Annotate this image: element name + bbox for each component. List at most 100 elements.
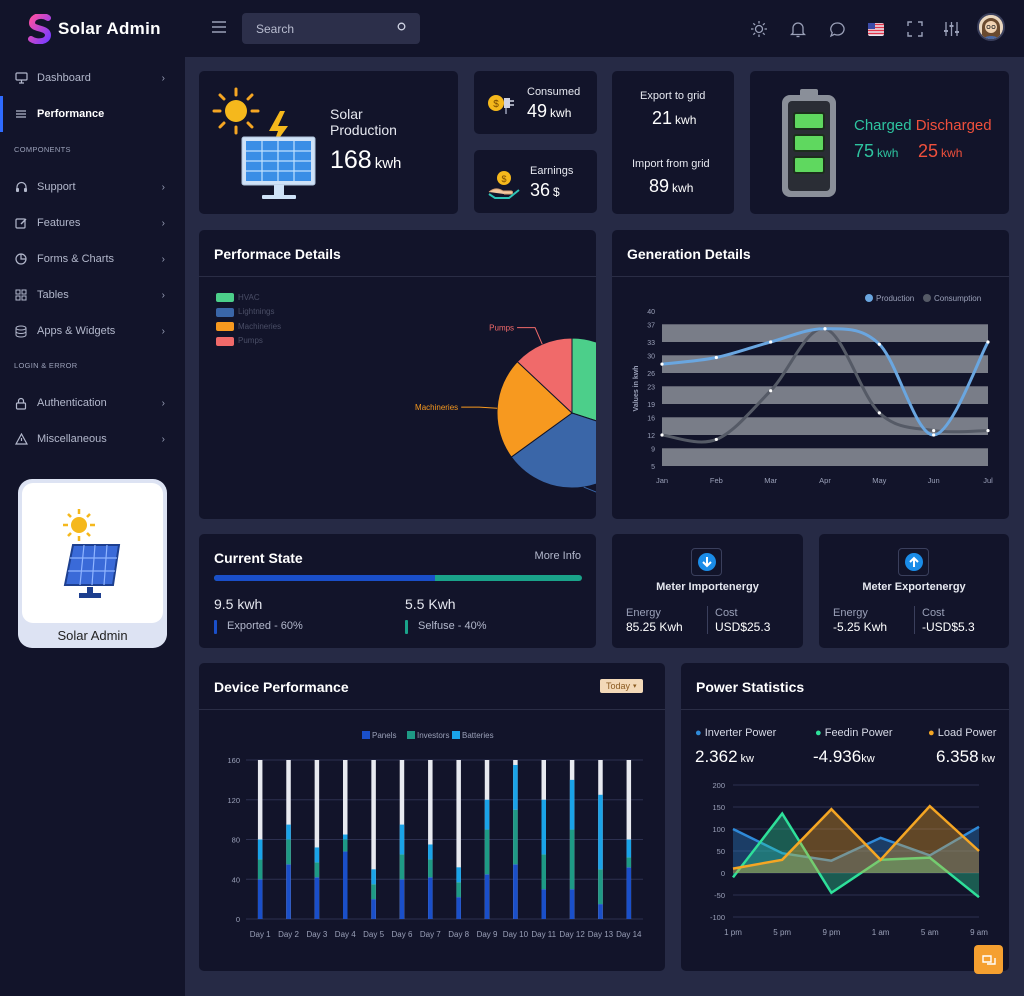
bar-segment <box>314 862 320 878</box>
exported-marker <box>214 620 217 634</box>
sidebar-item-miscellaneous[interactable]: Miscellaneous › <box>0 427 185 451</box>
menu-lines-icon <box>14 107 28 121</box>
data-point <box>986 340 990 344</box>
inverter-power-label: ● Inverter Power <box>695 727 777 739</box>
pie-label-leader <box>461 406 498 409</box>
sidebar-item-forms-charts[interactable]: Forms & Charts › <box>0 247 185 271</box>
legend-swatch <box>923 294 931 302</box>
hamburger-menu-icon[interactable] <box>211 20 227 34</box>
us-flag-icon[interactable] <box>866 19 886 39</box>
pie-legend-item[interactable]: Pumps <box>216 336 281 346</box>
legend-label: Pumps <box>238 336 263 346</box>
card-title: Generation Details <box>627 246 751 262</box>
x-tick-label: Jul <box>983 476 993 485</box>
bar-segment <box>513 764 518 810</box>
bar-segment <box>428 859 433 878</box>
x-tick-label: Day 12 <box>559 930 585 939</box>
legend-label: Consumption <box>934 294 981 303</box>
sidebar-item-apps-widgets[interactable]: Apps & Widgets › <box>0 319 185 343</box>
sidebar-item-authentication[interactable]: Authentication › <box>0 391 185 415</box>
bar-segment <box>456 897 461 919</box>
sun-icon[interactable] <box>749 19 769 39</box>
fullscreen-icon[interactable] <box>905 19 925 39</box>
pie-legend-item[interactable]: Lightnings <box>216 307 281 317</box>
bar-segment <box>257 879 263 919</box>
database-icon <box>14 324 28 338</box>
y-tick-label: 120 <box>227 796 240 805</box>
y-tick-label: 0 <box>236 915 240 924</box>
bar-segment <box>456 882 461 898</box>
promo-image <box>22 483 163 623</box>
bar-segment <box>257 859 263 880</box>
chat-icon[interactable] <box>827 19 847 39</box>
x-tick-label: Day 5 <box>363 930 384 939</box>
sidebar-item-tables[interactable]: Tables › <box>0 283 185 307</box>
legend-swatch <box>865 294 873 302</box>
sidebar-item-support[interactable]: Support › <box>0 175 185 199</box>
logo[interactable]: Solar Admin <box>28 14 161 44</box>
today-filter-dropdown[interactable]: Today ▾ <box>600 679 643 693</box>
divider <box>707 606 708 634</box>
meter-export-card: Meter Exportenergy Energy -5.25 Kwh Cost… <box>819 534 1009 648</box>
bar-segment <box>541 799 546 855</box>
performance-details-card: Performace Details HVAC Lightnings Machine… <box>199 230 596 519</box>
y-tick-label: 200 <box>712 781 725 790</box>
legend-swatch <box>216 322 234 332</box>
pie-slice <box>571 337 596 422</box>
search-input[interactable] <box>242 13 420 44</box>
exported-label: Exported - 60% <box>227 620 303 632</box>
avatar[interactable] <box>977 13 1005 41</box>
divider <box>681 709 1009 710</box>
cost-value: -USD$5.3 <box>922 620 975 634</box>
bar-segment <box>541 889 546 919</box>
feedin-power-value: -4.936kw <box>813 747 875 766</box>
legend-swatch <box>452 731 460 739</box>
section-components: COMPONENTS <box>14 145 71 154</box>
bar-segment <box>626 867 632 919</box>
arrow-down-icon <box>691 548 722 576</box>
pie-legend-item[interactable]: HVAC <box>216 293 281 303</box>
sidebar-item-features[interactable]: Features › <box>0 211 185 235</box>
bar-segment <box>399 879 405 919</box>
bar-segment <box>626 857 632 868</box>
bar-segment <box>598 869 603 905</box>
pie-slice <box>496 360 573 458</box>
more-info-link[interactable]: More Info <box>534 550 581 562</box>
bar-segment <box>314 877 320 919</box>
legend-label: Lightnings <box>238 307 275 317</box>
plug-coin-icon: $ <box>488 95 514 114</box>
sliders-icon[interactable] <box>941 19 961 39</box>
bar-segment <box>569 829 575 890</box>
consumed-value: 49 kwh <box>527 101 572 121</box>
solar-production-card: Solar Production 168 kwh <box>199 71 458 214</box>
x-tick-label: Mar <box>764 476 777 485</box>
current-state-card: Current State More Info 9.5 kwh 5.5 Kwh … <box>199 534 596 648</box>
pie-legend-item[interactable]: Machineries <box>216 321 282 332</box>
bar-background <box>456 760 461 919</box>
grid-band <box>662 448 988 466</box>
svg-text:$: $ <box>493 99 499 110</box>
legend-label: Machineries <box>238 321 282 331</box>
bell-icon[interactable] <box>788 19 808 39</box>
pie-legend: HVAC Lightnings Machineries Pumps <box>216 293 281 351</box>
battery-card: Charged Discharged 75 kwh 25 kwh <box>750 71 1009 214</box>
y-tick-label: 26 <box>647 371 655 378</box>
legend-swatch <box>216 336 234 346</box>
settings-fab-button[interactable] <box>974 945 1003 974</box>
pie-slice-label: Machineries <box>415 403 458 412</box>
grid-band <box>662 355 988 373</box>
y-tick-label: 160 <box>227 756 240 765</box>
search-icon[interactable] <box>397 22 407 32</box>
sidebar-item-performance[interactable]: Performance <box>0 96 185 132</box>
battery-icon <box>782 89 836 197</box>
pie-icon <box>14 252 28 266</box>
sidebar-item-label: Forms & Charts <box>37 253 115 265</box>
x-tick-label: Day 1 <box>250 930 271 939</box>
legend-swatch <box>407 731 415 739</box>
discharged-label: Discharged <box>915 117 992 134</box>
exported-fill <box>214 575 435 581</box>
selfuse-label: Selfuse - 40% <box>418 620 487 632</box>
cost-label: Cost <box>922 607 945 619</box>
sidebar-item-dashboard[interactable]: Dashboard › <box>0 66 185 90</box>
bar-segment <box>598 794 603 870</box>
